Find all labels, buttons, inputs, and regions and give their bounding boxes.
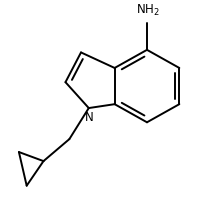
Text: NH$_2$: NH$_2$	[136, 3, 160, 18]
Text: N: N	[84, 111, 93, 124]
